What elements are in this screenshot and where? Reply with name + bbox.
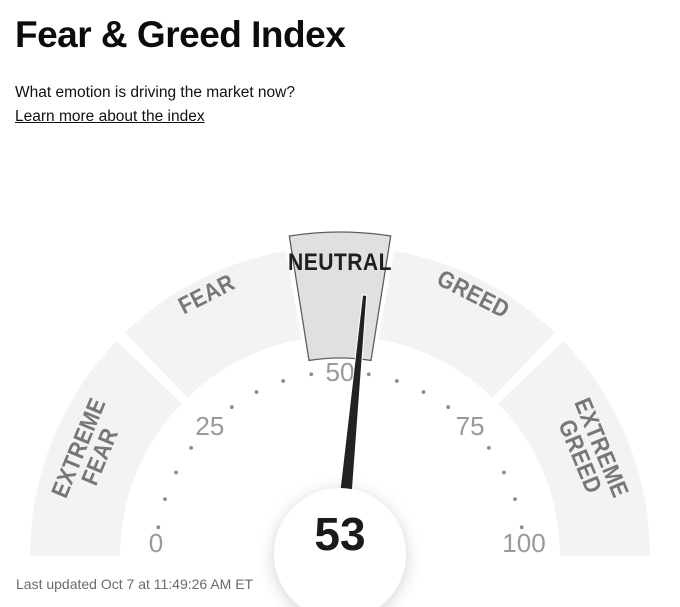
minor-tick-dot bbox=[486, 445, 491, 450]
minor-tick-dot bbox=[421, 390, 426, 394]
minor-tick-dot bbox=[309, 372, 314, 377]
page-header: Fear & Greed Index What emotion is drivi… bbox=[15, 0, 346, 126]
minor-tick-dot bbox=[519, 525, 524, 530]
zone-segment bbox=[498, 340, 650, 556]
tick-label: 75 bbox=[456, 411, 485, 441]
zone-label: NEUTRAL bbox=[288, 249, 392, 276]
tick-label: 0 bbox=[149, 528, 163, 558]
minor-tick-dot bbox=[163, 497, 167, 502]
minor-tick-dot bbox=[394, 379, 399, 383]
minor-tick-dot bbox=[254, 390, 259, 394]
minor-tick-dot bbox=[502, 470, 506, 475]
tick-label: 100 bbox=[502, 528, 545, 558]
tick-label: 50 bbox=[326, 357, 355, 387]
minor-tick-dot bbox=[174, 470, 178, 475]
minor-tick-dot bbox=[189, 445, 194, 450]
page-subtitle: What emotion is driving the market now? bbox=[15, 84, 295, 101]
minor-tick-dot bbox=[446, 405, 451, 410]
page-title: Fear & Greed Index bbox=[15, 14, 346, 55]
last-updated-text: Last updated Oct 7 at 11:49:26 AM ET bbox=[16, 576, 254, 592]
tick-label: 25 bbox=[195, 411, 224, 441]
learn-more-link[interactable]: Learn more about the index bbox=[15, 108, 205, 125]
zone-segment bbox=[124, 250, 302, 398]
zone-segment-highlighted bbox=[288, 231, 392, 362]
zone-segment bbox=[30, 340, 182, 556]
minor-tick-dot bbox=[513, 497, 517, 502]
gauge-value: 53 bbox=[314, 508, 365, 560]
minor-tick-dot bbox=[281, 379, 286, 383]
minor-tick-dot bbox=[366, 372, 371, 377]
zone-segment bbox=[378, 250, 556, 398]
minor-tick-dot bbox=[229, 405, 234, 410]
minor-tick-dot bbox=[156, 525, 161, 530]
gauge-value-disc bbox=[274, 488, 406, 607]
